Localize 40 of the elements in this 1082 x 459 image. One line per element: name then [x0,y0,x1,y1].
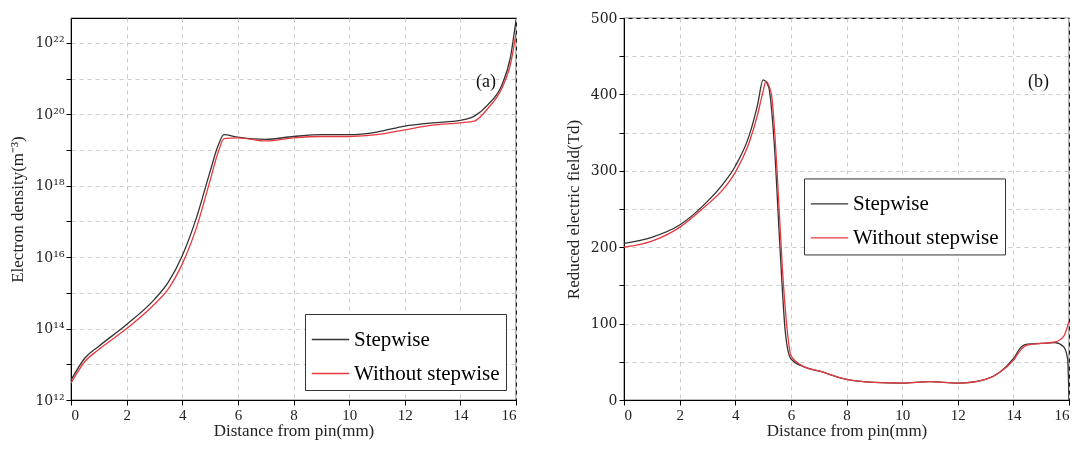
legend-label: Without stepwise [853,224,999,249]
x-axis-title: Distance from pin(mm) [213,420,375,440]
y-tick-label: 10¹⁸ [35,177,65,194]
y-tick-label: 500 [590,9,618,26]
y-axis-title: Electron density(m⁻³) [8,136,28,283]
x-tick-label: 14 [453,406,469,423]
x-tick-label: 8 [843,406,851,423]
x-tick-label: 2 [676,406,684,423]
x-tick-label: 16 [1054,406,1070,423]
x-axis-title: Distance from pin(mm) [766,420,928,440]
y-axis-title: Reduced electric field(Td) [563,119,583,300]
x-tick-label: 2 [123,406,131,423]
y-tick-label: 400 [590,85,618,102]
legend-label: Stepwise [853,190,929,215]
y-tick-label: 10²⁰ [35,105,65,122]
y-tick-label: 0 [608,391,618,408]
y-tick-label: 10²² [35,34,65,51]
y-tick-label: 10¹⁶ [35,248,65,265]
x-tick-label: 0 [624,406,632,423]
x-tick-label: 8 [290,406,298,423]
x-tick-label: 0 [71,406,79,423]
x-tick-label: 10 [342,406,358,423]
y-tick-label: 300 [590,162,618,179]
x-tick-label: 14 [1006,406,1022,423]
y-tick-label: 100 [590,315,618,332]
y-tick-label: 200 [590,238,618,255]
x-tick-label: 10 [895,406,911,423]
x-tick-label: 4 [732,406,740,423]
x-tick-label: 12 [950,406,966,423]
x-tick-label: 12 [397,406,413,423]
annotation: (a) [476,71,496,92]
y-tick-label: 10¹² [35,391,65,408]
x-tick-label: 6 [787,406,796,423]
x-tick-label: 16 [501,406,517,423]
x-tick-label: 4 [179,406,187,423]
legend-label: Without stepwise [354,360,500,385]
x-tick-label: 6 [234,406,243,423]
annotation: (b) [1028,71,1049,92]
y-tick-label: 10¹⁴ [35,320,65,337]
legend-label: Stepwise [354,326,430,351]
